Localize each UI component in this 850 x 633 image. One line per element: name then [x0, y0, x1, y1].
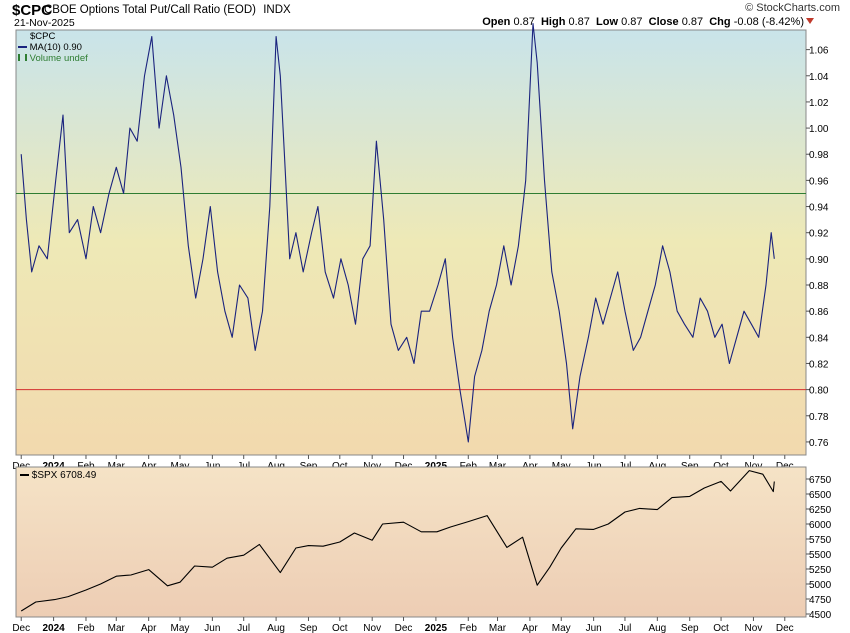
panel-background — [15, 29, 807, 456]
y-tick-label: 5750 — [809, 535, 832, 546]
high-value: 0.87 — [568, 16, 590, 28]
x-tick-label: 2024 — [42, 623, 65, 633]
x-tick-label: 2025 — [425, 623, 448, 633]
open-label: Open — [482, 16, 511, 28]
x-tick-label: Sep — [681, 623, 699, 633]
y-tick-label: 0.92 — [809, 229, 829, 240]
x-tick-label: Nov — [363, 623, 381, 633]
legend-ma: MA(10) 0.90 — [18, 42, 88, 53]
legend-volume: Volume undef — [18, 53, 88, 64]
x-tick-label: Jun — [204, 623, 220, 633]
chg-label: Chg — [709, 16, 731, 28]
close-label: Close — [648, 16, 679, 28]
x-tick-label: Apr — [522, 623, 538, 633]
spx-swatch-icon — [20, 474, 29, 477]
y-tick-label: 0.84 — [809, 333, 829, 344]
x-tick-label: Mar — [108, 623, 126, 633]
down-arrow-icon — [806, 18, 814, 24]
close-value: 0.87 — [681, 16, 704, 28]
y-tick-label: 1.04 — [809, 72, 829, 83]
spx-legend: $SPX 6708.49 — [20, 470, 96, 481]
x-tick-label: Dec — [12, 623, 30, 633]
y-tick-label: 0.90 — [809, 255, 829, 266]
ma-label: MA(10) 0.90 — [29, 42, 82, 53]
series-line — [20, 470, 775, 612]
y-tick-label: 0.78 — [809, 412, 829, 423]
x-tick-label: Oct — [713, 623, 729, 633]
x-tick-label: Mar — [489, 623, 507, 633]
low-label: Low — [596, 16, 619, 28]
x-tick-label: May — [171, 623, 190, 633]
y-tick-label: 1.02 — [809, 98, 829, 109]
y-tick-label: 6750 — [809, 475, 832, 486]
y-tick-label: 0.98 — [809, 150, 829, 161]
y-tick-label: 4750 — [809, 595, 832, 606]
x-tick-label: May — [552, 623, 571, 633]
x-tick-label: Aug — [648, 623, 666, 633]
stockcharts-watermark: © StockCharts.com — [745, 2, 840, 14]
legend: $CPC MA(10) 0.90 Volume undef — [18, 31, 88, 64]
y-tick-label: 5250 — [809, 565, 832, 576]
series-line — [20, 22, 775, 443]
x-tick-label: Feb — [460, 623, 478, 633]
panel-background — [15, 466, 807, 618]
x-tick-label: Oct — [332, 623, 348, 633]
legend-symbol: $CPC — [30, 31, 56, 42]
instrument-name: CBOE Options Total Put/Call Ratio (EOD) — [44, 4, 256, 16]
y-tick-label: 0.88 — [809, 281, 829, 292]
y-tick-label: 0.94 — [809, 203, 829, 214]
y-tick-label: 0.82 — [809, 359, 829, 370]
y-tick-label: 1.06 — [809, 46, 829, 57]
x-tick-label: Jul — [237, 623, 250, 633]
x-tick-label: Apr — [141, 623, 157, 633]
ohlc-readout: Open 0.87 High 0.87 Low 0.87 Close 0.87 … — [482, 16, 804, 28]
low-value: 0.87 — [621, 16, 643, 28]
y-tick-label: 6500 — [809, 490, 832, 501]
x-tick-label: Jun — [586, 623, 602, 633]
y-tick-label: 0.96 — [809, 176, 829, 187]
exchange-label: INDX — [263, 4, 291, 16]
chart-title: CBOE Options Total Put/Call Ratio (EOD) … — [44, 4, 291, 16]
ma-swatch-icon — [18, 46, 27, 49]
open-value: 0.87 — [513, 16, 535, 28]
chart-symbol: $CPC — [12, 2, 53, 19]
chart-date: 21-Nov-2025 — [14, 17, 75, 29]
y-tick-label: 5500 — [809, 550, 832, 561]
put-call-panel: 0.76 0.78 0.80 0.82 0.84 0.86 0.88 0.90 0.92 0.94… — [12, 22, 829, 472]
y-tick-label: 4500 — [809, 610, 832, 621]
y-tick-label: 6000 — [809, 520, 832, 531]
high-label: High — [540, 16, 566, 28]
x-tick-label: Aug — [267, 623, 285, 633]
volume-label: Volume undef — [29, 53, 88, 64]
spx-panel: 4500 4750 5000 5250 5500 5750 6000 6250 6500 6750… — [12, 466, 832, 633]
y-tick-label: 5000 — [809, 580, 832, 591]
x-tick-label: Jul — [619, 623, 632, 633]
x-tick-label: Dec — [776, 623, 794, 633]
y-tick-label: 6250 — [809, 505, 832, 516]
chg-value: -0.08 (-8.42%) — [733, 16, 804, 28]
x-tick-label: Nov — [745, 623, 763, 633]
y-tick-label: 0.80 — [809, 386, 829, 397]
y-tick-label: 0.76 — [809, 438, 829, 449]
x-tick-label: Sep — [300, 623, 318, 633]
volume-bars-icon — [18, 54, 27, 61]
x-tick-label: Feb — [77, 623, 95, 633]
y-tick-label: 0.86 — [809, 307, 829, 318]
y-tick-label: 1.00 — [809, 124, 829, 135]
x-tick-label: Dec — [395, 623, 413, 633]
spx-label: $SPX 6708.49 — [31, 470, 97, 481]
